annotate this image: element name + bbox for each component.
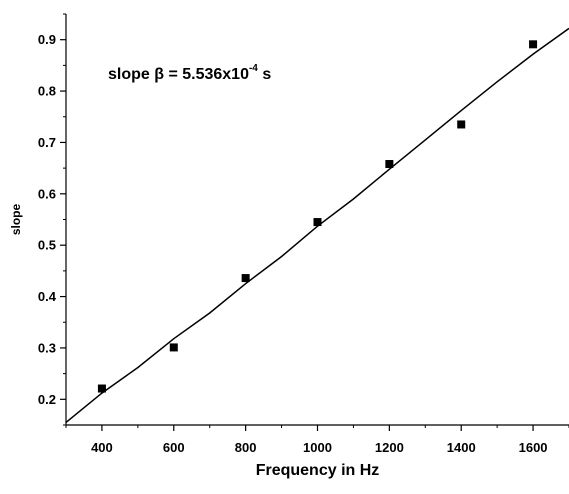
annotation-unit: s	[258, 66, 271, 83]
x-tick-label: 800	[235, 440, 257, 455]
annotation-value: = 5.536x10	[164, 66, 249, 83]
x-ticks: 400 600 800 1000 1200 1400 1600	[65, 425, 569, 455]
y-tick-label: 0.5	[38, 238, 56, 253]
data-point	[385, 160, 394, 169]
y-tick-label: 0.9	[38, 32, 56, 47]
x-tick-label: 1000	[303, 440, 332, 455]
x-axis-title: Frequency in Hz	[256, 462, 380, 479]
x-tick-label: 1600	[519, 440, 548, 455]
fit-line	[65, 27, 569, 423]
x-tick-label: 400	[91, 440, 113, 455]
data-point	[457, 120, 466, 129]
annotation-prefix: slope	[108, 66, 154, 83]
y-tick-label: 0.6	[38, 186, 56, 201]
data-point	[241, 274, 250, 283]
x-tick-label: 1400	[447, 440, 476, 455]
data-points	[97, 40, 538, 393]
y-tick-label: 0.2	[38, 392, 56, 407]
x-tick-label: 600	[163, 440, 185, 455]
y-tick-label: 0.4	[38, 289, 57, 304]
x-tick-label: 1200	[375, 440, 404, 455]
slope-annotation: slope β = 5.536x10-4 s	[108, 63, 271, 83]
data-point	[169, 343, 178, 352]
data-point	[313, 218, 322, 227]
y-tick-label: 0.8	[38, 84, 56, 99]
y-tick-label: 0.7	[38, 135, 56, 150]
annotation-symbol: β	[154, 66, 164, 83]
fit-line-group	[65, 27, 569, 423]
y-ticks: 0.2 0.3 0.4 0.5 0.6 0.7 0.8 0.9	[38, 13, 66, 426]
annotation-exponent: -4	[249, 63, 258, 74]
data-point	[97, 384, 106, 393]
y-axis-title: slope	[9, 204, 23, 236]
data-point	[529, 40, 538, 49]
y-tick-label: 0.3	[38, 340, 56, 355]
